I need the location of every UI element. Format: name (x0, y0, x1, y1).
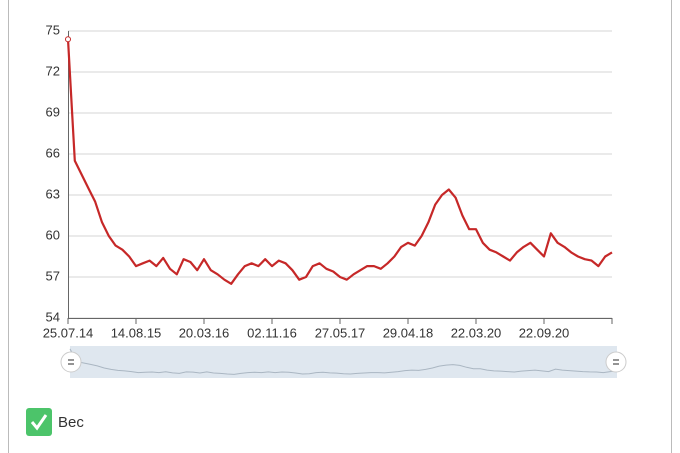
y-tick-label: 72 (46, 63, 60, 78)
handle-grip (68, 359, 74, 365)
x-tick-label: 20.03.16 (179, 325, 230, 340)
legend-label[interactable]: Вес (58, 414, 84, 431)
x-tick-label: 27.05.17 (315, 325, 366, 340)
handle-grip (613, 359, 619, 365)
series-line (66, 39, 613, 285)
legend-checkbox[interactable] (26, 408, 52, 436)
y-tick-label: 63 (46, 186, 60, 201)
y-tick-label: 66 (46, 145, 60, 160)
y-tick-label: 69 (46, 104, 60, 119)
navigator[interactable] (60, 346, 627, 378)
x-tick-label: 29.04.18 (383, 325, 434, 340)
x-tick-label: 14.08.15 (111, 325, 162, 340)
y-tick-label: 57 (46, 268, 60, 283)
y-tick-label: 60 (46, 227, 60, 242)
navigator-handle[interactable] (605, 351, 627, 373)
check-icon (30, 414, 48, 431)
x-tick-label: 22.09.20 (519, 325, 570, 340)
navigator-line (69, 348, 618, 375)
navigator-handle[interactable] (60, 351, 82, 373)
x-tick-label: 22.03.20 (451, 325, 502, 340)
y-tick-label: 54 (46, 309, 60, 324)
point-marker (65, 36, 71, 43)
x-tick-label: 25.07.14 (43, 325, 94, 340)
legend[interactable]: Вес (26, 408, 84, 436)
x-tick-label: 02.11.16 (247, 325, 297, 340)
y-tick-label: 75 (46, 22, 60, 37)
